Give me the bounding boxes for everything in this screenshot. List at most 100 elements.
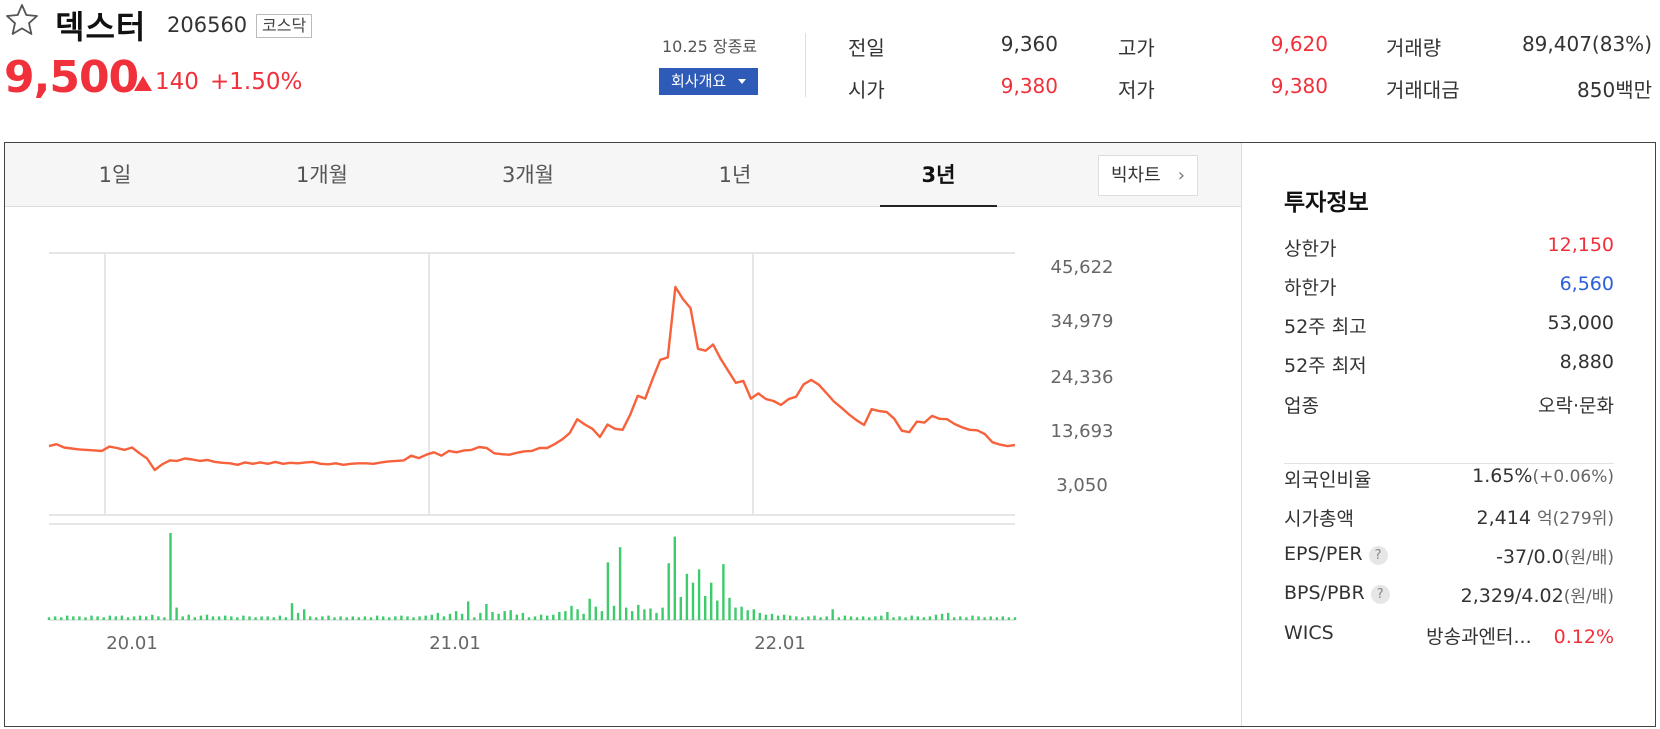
volume-bar bbox=[339, 616, 342, 620]
volume-bar bbox=[953, 617, 956, 620]
volume-bar bbox=[697, 569, 701, 620]
volume-bar bbox=[187, 614, 190, 620]
favorite-star-icon[interactable] bbox=[4, 2, 40, 38]
volume-bar bbox=[570, 605, 573, 620]
company-overview-button[interactable]: 회사개요 bbox=[659, 68, 758, 95]
foreign-ratio-label: 외국인비율 bbox=[1284, 469, 1372, 491]
volume-bar bbox=[193, 617, 196, 620]
chevron-right-icon: › bbox=[1177, 165, 1185, 186]
volume-bar bbox=[436, 612, 439, 620]
prev-close-value: 9,360 bbox=[1000, 32, 1058, 56]
volume-bar bbox=[303, 609, 306, 620]
x-tick-label: 21.01 bbox=[429, 633, 481, 654]
volume-bar bbox=[710, 582, 713, 620]
volume-bar bbox=[236, 617, 239, 620]
volume-bar bbox=[126, 617, 130, 620]
eps-per-row: EPS/PER? -37/0.0(원/배) bbox=[1284, 543, 1614, 571]
bps-pbr-unit: (원/배) bbox=[1563, 587, 1614, 607]
y-tick-label: 3,050 bbox=[1056, 475, 1108, 496]
industry-value: 오락·문화 bbox=[1538, 395, 1614, 417]
upper-limit-value: 12,150 bbox=[1547, 234, 1614, 256]
volume-bar bbox=[66, 615, 69, 620]
volume-bar bbox=[746, 610, 749, 620]
volume-bar bbox=[509, 610, 512, 620]
volume-bar bbox=[521, 612, 525, 620]
volume-bar bbox=[667, 563, 670, 620]
low-label: 저가 bbox=[1118, 78, 1155, 102]
volume-value: 89,407(83%) bbox=[1521, 32, 1652, 56]
caret-down-icon bbox=[738, 79, 746, 84]
trade-amount-label: 거래대금 bbox=[1386, 78, 1460, 102]
volume-bar bbox=[230, 616, 233, 620]
market-cap-row: 시가총액 2,414 억(279위) bbox=[1284, 504, 1614, 532]
volume-bar bbox=[527, 617, 531, 620]
upper-limit-row: 상한가 12,150 bbox=[1284, 234, 1614, 262]
volume-bar bbox=[600, 611, 604, 620]
price-series-line bbox=[48, 285, 1016, 472]
volume-bar bbox=[290, 603, 294, 620]
help-icon[interactable]: ? bbox=[1368, 546, 1388, 565]
wics-sector-link[interactable]: 방송과엔터... bbox=[1426, 626, 1532, 648]
volume-bar bbox=[843, 615, 847, 620]
volume-bar bbox=[157, 616, 160, 620]
tab-1day[interactable]: 1일 bbox=[98, 163, 132, 187]
tab-3months[interactable]: 3개월 bbox=[501, 163, 554, 187]
volume-bar bbox=[959, 616, 962, 620]
volume-bar bbox=[430, 614, 433, 620]
volume-bar bbox=[977, 616, 980, 620]
52w-high-row: 52주 최고 53,000 bbox=[1284, 312, 1614, 340]
volume-bar bbox=[424, 615, 427, 620]
volume-bar bbox=[655, 612, 658, 620]
volume-bar bbox=[533, 616, 537, 620]
volume-bar bbox=[266, 616, 269, 620]
volume-bar bbox=[649, 608, 652, 620]
volume-label: 거래량 bbox=[1386, 36, 1442, 60]
52w-low-value: 8,880 bbox=[1559, 351, 1614, 373]
eps-per-label: EPS/PER bbox=[1284, 543, 1363, 565]
volume-bar bbox=[47, 617, 51, 620]
volume-bar bbox=[934, 614, 938, 620]
volume-bar bbox=[315, 617, 318, 620]
volume-bar bbox=[351, 616, 354, 620]
foreign-ratio-value: 1.65% bbox=[1472, 465, 1533, 487]
volume-bar bbox=[989, 616, 992, 620]
volume-bar bbox=[151, 614, 154, 620]
volume-bar bbox=[995, 617, 998, 620]
wics-change: 0.12% bbox=[1553, 626, 1614, 648]
volume-bar bbox=[114, 616, 117, 620]
tab-3years[interactable]: 3년 bbox=[880, 143, 997, 207]
market-cap-value: 2,414 bbox=[1476, 507, 1531, 529]
tab-1year[interactable]: 1년 bbox=[718, 163, 752, 187]
high-value: 9,620 bbox=[1270, 32, 1328, 56]
volume-bar bbox=[782, 614, 786, 620]
volume-bar bbox=[454, 611, 458, 620]
volume-bar bbox=[691, 582, 695, 620]
bps-pbr-row: BPS/PBR? 2,329/4.02(원/배) bbox=[1284, 582, 1614, 610]
volume-bar bbox=[327, 615, 330, 620]
volume-bar bbox=[394, 616, 397, 620]
volume-bar bbox=[673, 536, 676, 620]
eps-per-unit: (원/배) bbox=[1563, 548, 1614, 568]
investment-info-title: 투자정보 bbox=[1284, 190, 1369, 216]
volume-bar bbox=[704, 596, 707, 620]
volume-bar bbox=[473, 617, 476, 620]
help-icon[interactable]: ? bbox=[1370, 585, 1390, 604]
stock-code: 206560 bbox=[167, 13, 248, 37]
bps-pbr-label: BPS/PBR bbox=[1284, 582, 1365, 604]
volume-bar bbox=[217, 616, 221, 620]
52w-low-label: 52주 최저 bbox=[1284, 355, 1367, 377]
volume-bar bbox=[78, 616, 81, 620]
volume-bar bbox=[448, 613, 452, 620]
tab-1month[interactable]: 1개월 bbox=[295, 163, 348, 187]
volume-bar bbox=[612, 605, 616, 620]
bigchart-button[interactable]: 빅차트 › bbox=[1098, 155, 1198, 196]
volume-bar bbox=[211, 616, 215, 620]
volume-bar bbox=[138, 615, 142, 620]
foreign-ratio-change: (+0.06%) bbox=[1532, 467, 1614, 487]
volume-bar bbox=[108, 615, 111, 620]
volume-bar bbox=[163, 617, 166, 620]
volume-bar bbox=[552, 614, 555, 620]
price-change-percent: +1.50% bbox=[210, 69, 303, 95]
volume-bar bbox=[685, 573, 689, 620]
lower-limit-label: 하한가 bbox=[1284, 277, 1337, 299]
